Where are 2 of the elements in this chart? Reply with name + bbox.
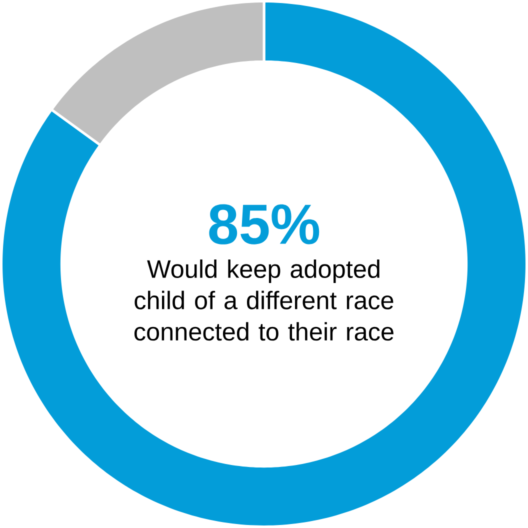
slice-label: Would keep adopted child of a different race connected to their race — [134, 259, 394, 341]
data-label: 85% — [209, 204, 320, 244]
